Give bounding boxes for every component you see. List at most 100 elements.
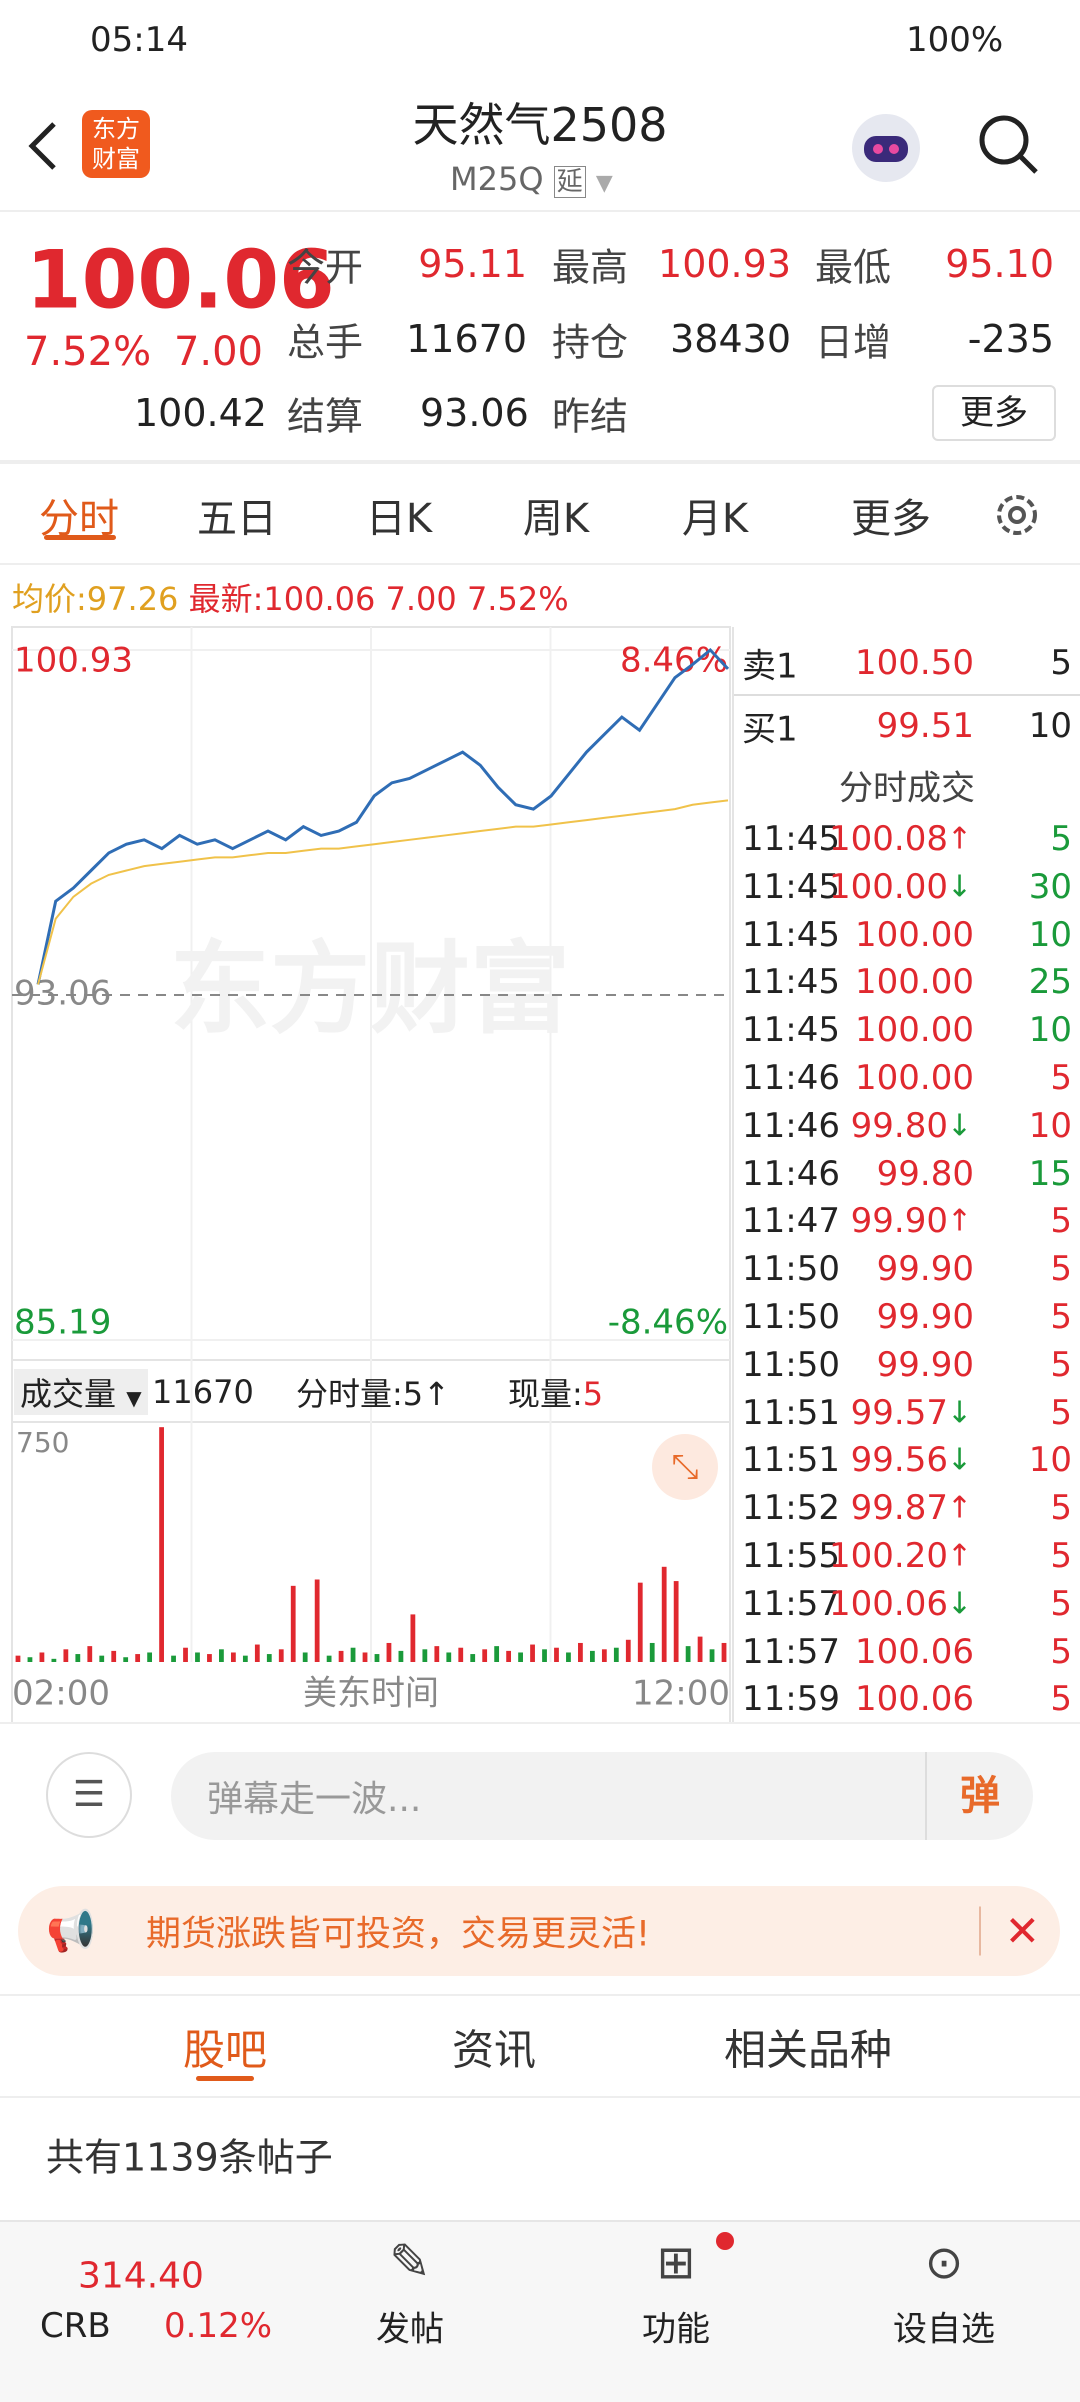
volume-bar <box>578 1642 583 1662</box>
placeholder: 弹幕走一波... <box>207 1779 422 1820</box>
book-price: 99.51 <box>876 706 974 746</box>
tab[interactable]: 资讯 <box>451 2025 536 2075</box>
last: 100.06 <box>263 580 376 618</box>
volume-bar <box>410 1614 416 1662</box>
volume-bar <box>147 1652 153 1662</box>
divider <box>0 563 1080 565</box>
price-line <box>36 647 730 985</box>
divider <box>0 210 1080 212</box>
trade-price: 99.90 <box>876 1344 974 1385</box>
tab[interactable]: 相关品种 <box>723 2025 892 2075</box>
trade-price: 100.00 <box>855 1010 974 1051</box>
volume-bar <box>458 1647 464 1662</box>
volume-bar <box>482 1649 488 1662</box>
nav-item[interactable]: 功能 <box>642 2309 710 2350</box>
trade-time: 11:45 <box>742 819 840 859</box>
volume-bar <box>661 1566 667 1662</box>
divider <box>0 2096 1080 2098</box>
banner-close[interactable]: ✕ <box>978 1906 1040 1956</box>
volume-selector[interactable]: 成交量 ▼ <box>14 1369 148 1415</box>
volume-bar <box>302 1652 308 1662</box>
divider <box>0 460 1080 464</box>
comment-input[interactable]: 弹幕走一波... 弹 <box>171 1752 1033 1840</box>
tag: 延 <box>553 166 586 198</box>
back-button[interactable] <box>22 118 62 174</box>
trade-volume: 5 <box>1050 1249 1072 1290</box>
book-label: 卖1 <box>742 646 798 687</box>
expand-button[interactable]: ⤡ <box>652 1434 718 1500</box>
avg-label: 均价: <box>12 580 87 618</box>
stat-value: 100.42 <box>134 391 267 435</box>
volume-bar <box>51 1658 57 1662</box>
trade-volume: 10 <box>1028 1010 1072 1051</box>
banner[interactable]: 📢 期货涨跌皆可投资，交易更灵活! ✕ <box>18 1886 1060 1976</box>
trade-direction: ↑ <box>946 1203 972 1239</box>
trade-time: 11:51 <box>742 1440 840 1481</box>
more-button[interactable]: 更多 <box>932 385 1056 441</box>
tab[interactable]: 股吧 <box>182 2025 267 2075</box>
tab[interactable]: 分时 <box>39 496 119 542</box>
volume-bar <box>171 1655 176 1662</box>
trade-volume: 5 <box>1050 1392 1072 1433</box>
volume-bar <box>613 1647 619 1662</box>
tab-indicator <box>44 535 116 540</box>
volume-bar <box>266 1654 272 1662</box>
tab[interactable]: 五日 <box>197 496 277 542</box>
search-button[interactable] <box>974 110 1044 180</box>
trade-volume: 10 <box>1028 1440 1072 1481</box>
logo: 东方 财富 <box>82 110 150 178</box>
stat-label: 持仓 <box>552 320 629 365</box>
settings-button[interactable] <box>990 488 1044 542</box>
trade-time: 11:45 <box>742 962 840 1003</box>
volume-bar <box>530 1644 535 1662</box>
stat-value: 11670 <box>406 317 527 361</box>
volume-bar <box>230 1652 236 1662</box>
divider <box>0 1722 1080 1724</box>
volume-bar <box>219 1649 224 1662</box>
trade-time: 11:50 <box>742 1344 840 1385</box>
trade-time: 11:46 <box>742 1105 840 1146</box>
tab[interactable]: 月K <box>681 496 749 542</box>
tab[interactable]: 更多 <box>851 496 931 542</box>
last-label: 最新: <box>188 580 264 618</box>
trade-volume: 5 <box>1050 1058 1072 1098</box>
volume-bar <box>135 1654 141 1662</box>
trade-direction: ↓ <box>946 1442 972 1478</box>
trade-volume: 5 <box>1050 1583 1072 1624</box>
tab[interactable]: 周K <box>522 496 590 542</box>
volume-bar <box>39 1652 45 1662</box>
tick-volume: 分时量:5↑ <box>296 1375 450 1413</box>
nav-item[interactable]: 发帖 <box>376 2309 444 2350</box>
trade-direction: ↓ <box>946 1586 972 1622</box>
title: 天然气2508 <box>412 98 668 152</box>
volume-bar <box>709 1649 715 1662</box>
trade-volume: 5 <box>1050 1679 1072 1720</box>
trade-price: 100.06 <box>855 1631 974 1672</box>
banner-text: 期货涨跌皆可投资，交易更灵活! <box>146 1914 651 1955</box>
trade-price: 100.20 <box>829 1536 948 1576</box>
danmu-toggle[interactable]: ☰ <box>46 1752 132 1838</box>
book-volume: 10 <box>1028 706 1072 746</box>
index-pct: 0.12% <box>164 2306 273 2346</box>
book-price: 100.50 <box>855 643 974 683</box>
now-volume: 现量:5 <box>508 1369 603 1415</box>
stat-label: 日增 <box>815 320 892 365</box>
trade-time: 11:59 <box>742 1679 840 1720</box>
trade-price: 100.00 <box>855 1058 974 1098</box>
y-tick-label: 93.06 <box>14 974 111 1014</box>
volume-bar <box>254 1644 260 1662</box>
volume-bar <box>649 1642 655 1662</box>
divider <box>0 1994 1080 1996</box>
watermark: 东方财富 <box>170 930 570 1047</box>
trade-volume: 5 <box>1050 1536 1072 1576</box>
tab[interactable]: 日K <box>365 496 433 542</box>
nav-item[interactable]: 设自选 <box>893 2309 995 2350</box>
robot-icon[interactable] <box>846 108 926 188</box>
danmu-button[interactable]: 弹 <box>925 1752 1033 1840</box>
volume-bar <box>470 1654 476 1662</box>
volume-bar <box>242 1655 248 1662</box>
stat-label: 总手 <box>287 320 364 365</box>
volume-bar <box>195 1652 200 1662</box>
volume-bar <box>601 1649 607 1662</box>
